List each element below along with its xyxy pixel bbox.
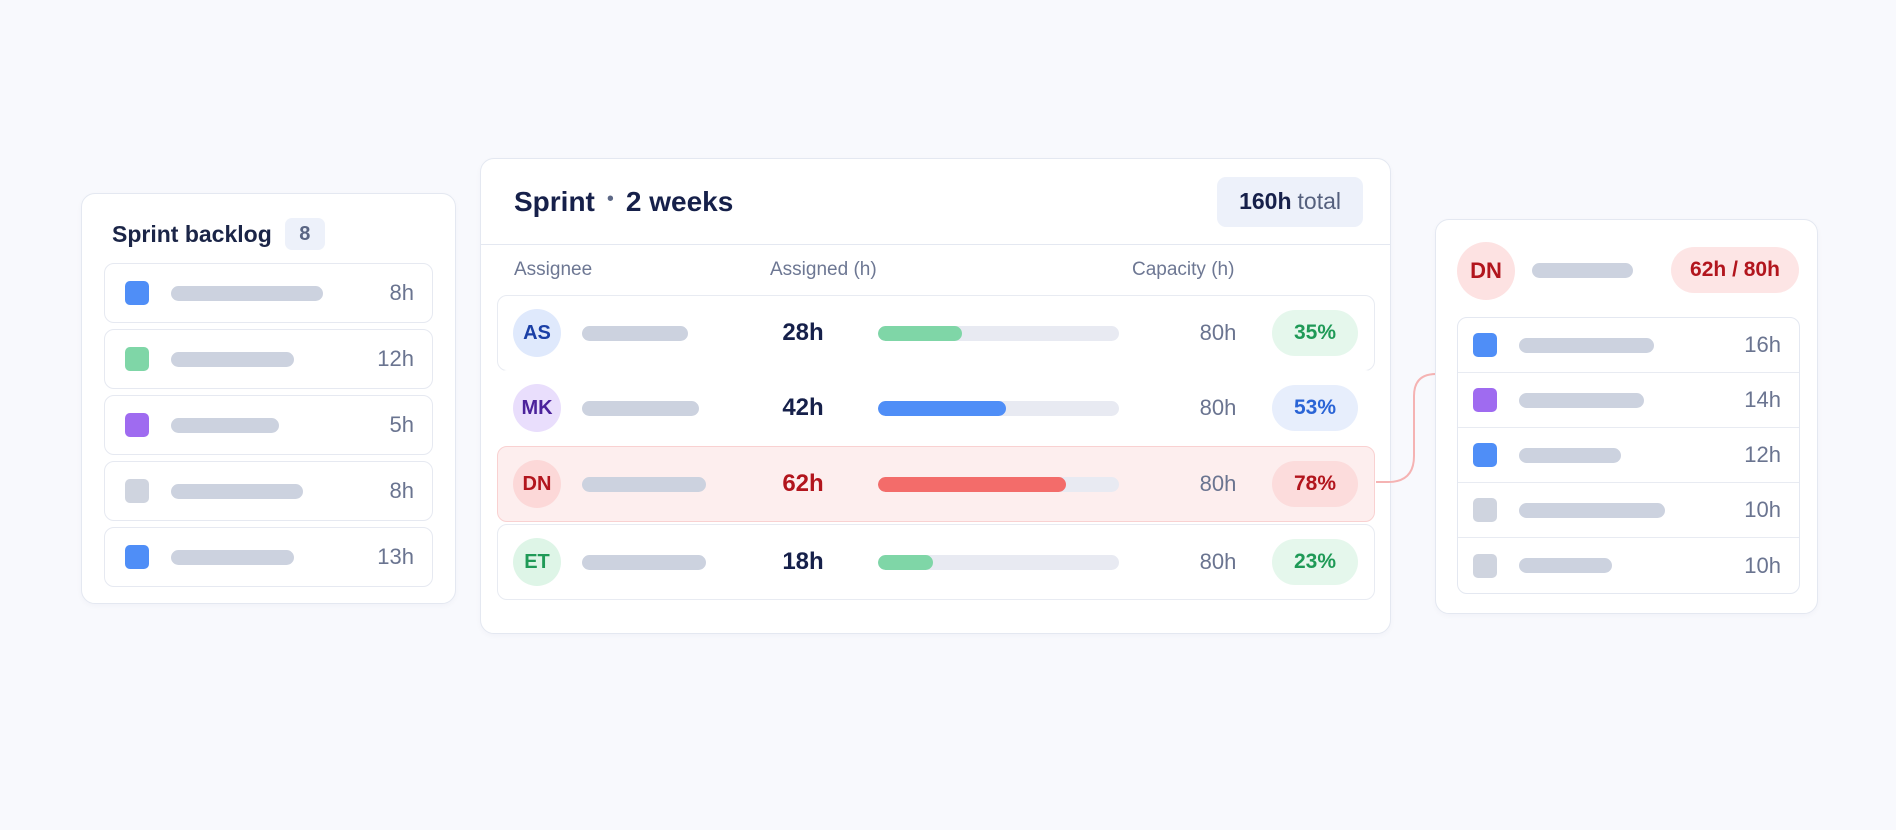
capacity-hours: 80h [1199,549,1237,574]
task-color-square [125,281,149,305]
detail-task-item[interactable]: 12h [1458,428,1799,483]
assignee-detail-panel: DN 62h / 80h 16h 14h 12h 10h 10h [1435,219,1818,614]
sprint-header: Sprint • 2 weeks 160h total [481,159,1390,245]
assigned-hours: 42h [782,394,824,421]
assignee-name-placeholder [582,401,699,416]
utilization-bar [878,401,1119,416]
task-color-square [1473,333,1497,357]
task-name-placeholder [171,285,323,301]
sprint-backlog-panel: Sprint backlog 8 8h 12h 5h 8h 13h [81,193,456,604]
utilization-percent-badge: 53% [1272,385,1358,431]
assigned-hours: 62h [782,470,824,497]
sprint-title: Sprint [514,185,595,217]
task-color-square [1473,388,1497,412]
backlog-item[interactable]: 8h [104,461,433,521]
total-hours-value: 160h [1239,188,1292,214]
task-name-placeholder [171,417,279,433]
title-separator: • [606,188,614,210]
task-name-placeholder [1519,392,1644,408]
task-color-square [125,479,149,503]
assignee-avatar: ET [513,538,561,586]
assignee-name-placeholder [582,326,688,341]
assignee-name-placeholder [582,477,706,492]
detail-name-placeholder [1532,263,1633,278]
task-color-square [125,545,149,569]
task-name-placeholder [1519,502,1665,518]
assigned-hours: 18h [782,548,824,575]
detail-task-item[interactable]: 16h [1458,318,1799,373]
detail-usage-badge: 62h / 80h [1671,247,1799,293]
utilization-percent-badge: 23% [1272,539,1358,585]
task-hours: 16h [1744,332,1781,357]
backlog-item[interactable]: 13h [104,527,433,587]
assignee-row[interactable]: ET 18h 80h 23% [497,524,1375,600]
assignee-row[interactable]: MK 42h 80h 53% [497,370,1375,446]
task-name-placeholder [171,483,303,499]
task-color-square [1473,498,1497,522]
assignee-avatar: DN [513,460,561,508]
task-color-square [1473,443,1497,467]
assignee-row[interactable]: AS 28h 80h 35% [497,295,1375,371]
utilization-bar [878,326,1119,341]
task-color-square [1473,553,1497,578]
task-hours: 8h [389,280,414,305]
backlog-item[interactable]: 5h [104,395,433,455]
task-name-placeholder [171,351,294,367]
total-hours-badge: 160h total [1217,176,1363,227]
assignee-avatar: MK [513,384,561,432]
task-color-square [125,413,149,437]
backlog-item[interactable]: 12h [104,329,433,389]
backlog-item[interactable]: 8h [104,263,433,323]
sprint-duration: 2 weeks [625,185,734,217]
task-hours: 8h [389,478,414,503]
capacity-hours: 80h [1199,471,1237,496]
utilization-bar-fill [878,401,1006,416]
backlog-title: Sprint backlog [112,220,272,247]
task-hours: 14h [1744,387,1781,412]
task-color-square [125,347,149,371]
task-hours: 12h [377,346,414,371]
assignee-name-placeholder [582,555,706,570]
utilization-bar-fill [878,326,963,341]
detail-connector-line [1376,373,1437,483]
backlog-header: Sprint backlog 8 [112,218,325,250]
utilization-bar-fill [878,555,934,570]
task-hours: 13h [377,544,414,569]
utilization-bar [878,555,1119,570]
column-header-capacity: Capacity (h) [1132,259,1235,280]
backlog-list: 8h 12h 5h 8h 13h [104,263,433,593]
detail-avatar: DN [1457,242,1515,300]
task-hours: 10h [1744,497,1781,522]
detail-task-list: 16h 14h 12h 10h 10h [1457,317,1800,594]
total-hours-label: total [1297,188,1341,214]
task-name-placeholder [1519,558,1612,573]
detail-task-item[interactable]: 14h [1458,373,1799,428]
assignee-avatar: AS [513,309,561,357]
backlog-count-badge: 8 [284,218,325,250]
utilization-bar [878,477,1119,492]
task-hours: 12h [1744,442,1781,467]
task-hours: 10h [1744,552,1781,578]
column-header-assigned: Assigned (h) [770,259,877,280]
utilization-bar-fill [878,477,1066,492]
utilization-percent-badge: 78% [1272,461,1358,507]
column-header-assignee: Assignee [514,259,593,280]
sprint-capacity-table: Sprint • 2 weeks 160h total Assignee Ass… [480,158,1391,634]
utilization-percent-badge: 35% [1272,310,1358,356]
detail-task-item[interactable]: 10h [1458,483,1799,538]
task-name-placeholder [1519,447,1621,463]
capacity-hours: 80h [1199,395,1237,420]
assigned-hours: 28h [782,319,824,346]
task-name-placeholder [1519,337,1654,353]
detail-task-item[interactable]: 10h [1458,538,1799,593]
task-name-placeholder [171,549,294,565]
capacity-hours: 80h [1199,320,1237,345]
task-hours: 5h [389,412,414,437]
assignee-row[interactable]: DN 62h 80h 78% [497,446,1375,522]
